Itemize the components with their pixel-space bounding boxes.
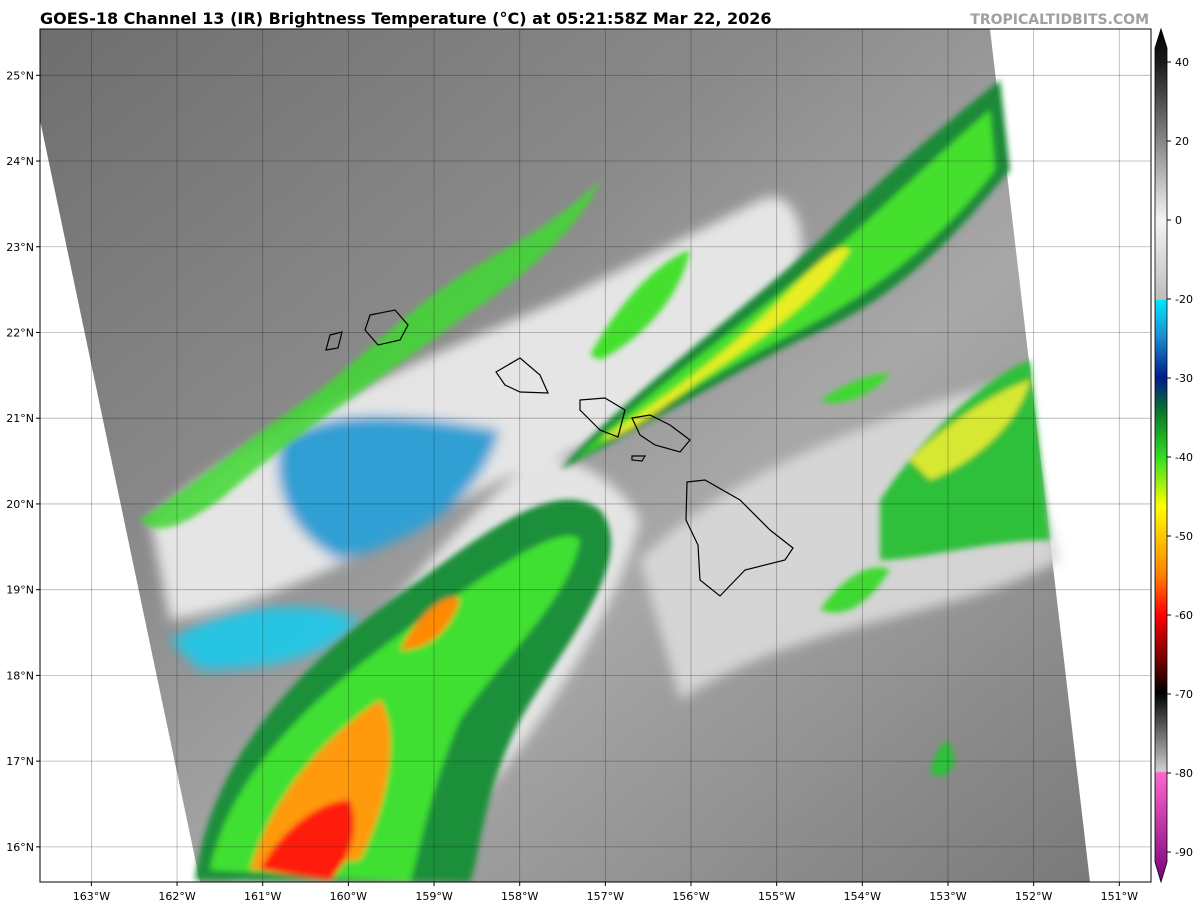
y-tick-label: 22°N [6, 326, 34, 339]
colorbar-tick-label: 40 [1175, 56, 1189, 69]
x-tick-label: 160°W [330, 890, 367, 903]
credit: TROPICALTIDBITS.COM [970, 12, 1149, 28]
y-tick-label: 23°N [6, 241, 34, 254]
y-tick-label: 21°N [6, 412, 34, 425]
colorbar-tick-label: -30 [1175, 372, 1193, 385]
colorbar-tick-label: 20 [1175, 135, 1189, 148]
colorbar-tick-label: -60 [1175, 609, 1193, 622]
colorbar-tick-label: -50 [1175, 530, 1193, 543]
plot-frame [39, 28, 1152, 883]
x-tick-label: 158°W [501, 890, 538, 903]
x-tick-label: 159°W [415, 890, 452, 903]
colorbar-tick-label: -90 [1175, 846, 1193, 859]
colorbar-tick-label: -40 [1175, 451, 1193, 464]
colorbar-ticks: 40 20 0 -20 -30 -40 -50 -60 -70 -80 -90 [1167, 56, 1193, 859]
x-tick-label: 157°W [587, 890, 624, 903]
x-tick-label: 153°W [929, 890, 966, 903]
colorbar [1154, 27, 1168, 884]
x-tick-label: 155°W [758, 890, 795, 903]
x-tick-label: 162°W [158, 890, 195, 903]
x-tick-label: 163°W [73, 890, 110, 903]
y-tick-label: 17°N [6, 755, 34, 768]
graticule [40, 29, 1151, 882]
colorbar-tick-label: -20 [1175, 293, 1193, 306]
y-tick-label: 18°N [6, 669, 34, 682]
x-tick-label: 156°W [672, 890, 709, 903]
colorbar-tick-label: -80 [1175, 767, 1193, 780]
title: GOES-18 Channel 13 (IR) Brightness Tempe… [40, 9, 772, 28]
y-tick-label: 20°N [6, 498, 34, 511]
x-tick-label: 151°W [1101, 890, 1138, 903]
y-tick-label: 19°N [6, 584, 34, 597]
coastlines [325, 309, 794, 597]
x-tick-label: 161°W [244, 890, 281, 903]
x-tick-label: 152°W [1015, 890, 1052, 903]
colorbar-tick-label: 0 [1175, 214, 1182, 227]
axes: 163°W 162°W 161°W 160°W 159°W 158°W 157°W 156°W… [6, 69, 1138, 903]
y-tick-label: 24°N [6, 155, 34, 168]
satellite-image [40, 29, 1151, 882]
y-tick-label: 25°N [6, 69, 34, 82]
x-tick-label: 154°W [844, 890, 881, 903]
colorbar-tick-label: -70 [1175, 688, 1193, 701]
y-tick-label: 16°N [6, 841, 34, 854]
